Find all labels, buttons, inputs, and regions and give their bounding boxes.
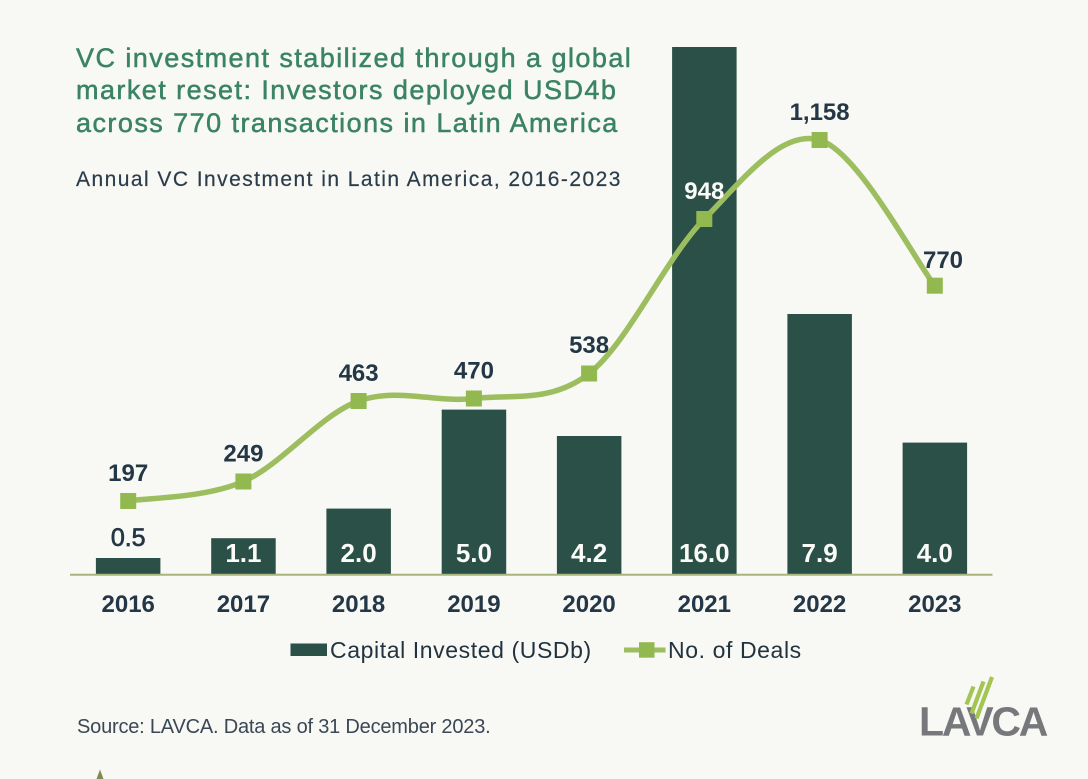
svg-text:2.0: 2.0 xyxy=(341,538,377,568)
svg-text:2017: 2017 xyxy=(217,591,270,618)
svg-text:463: 463 xyxy=(339,360,379,387)
svg-text:770: 770 xyxy=(923,247,963,274)
svg-text:2021: 2021 xyxy=(678,591,731,618)
svg-text:1,158: 1,158 xyxy=(790,99,850,126)
svg-text:2023: 2023 xyxy=(908,591,961,618)
svg-text:4.2: 4.2 xyxy=(571,538,607,568)
svg-text:1.1: 1.1 xyxy=(225,538,261,568)
svg-text:5.0: 5.0 xyxy=(456,538,492,568)
svg-text:Capital Invested (USDb): Capital Invested (USDb) xyxy=(330,637,592,663)
svg-text:470: 470 xyxy=(454,358,494,385)
svg-text:538: 538 xyxy=(569,332,609,359)
svg-text:0.5: 0.5 xyxy=(111,524,146,552)
svg-text:2019: 2019 xyxy=(447,591,500,618)
svg-text:LAVCA: LAVCA xyxy=(919,699,1048,745)
svg-text:948: 948 xyxy=(684,178,724,205)
svg-text:4.0: 4.0 xyxy=(917,538,953,568)
svg-text:197: 197 xyxy=(108,460,148,487)
svg-text:16.0: 16.0 xyxy=(679,538,730,568)
svg-text:2018: 2018 xyxy=(332,591,385,618)
svg-text:2020: 2020 xyxy=(562,591,615,618)
svg-text:2022: 2022 xyxy=(793,591,846,618)
svg-text:2016: 2016 xyxy=(102,591,155,618)
svg-text:No. of Deals: No. of Deals xyxy=(668,637,802,663)
svg-text:7.9: 7.9 xyxy=(802,538,838,568)
svg-text:249: 249 xyxy=(223,441,263,468)
